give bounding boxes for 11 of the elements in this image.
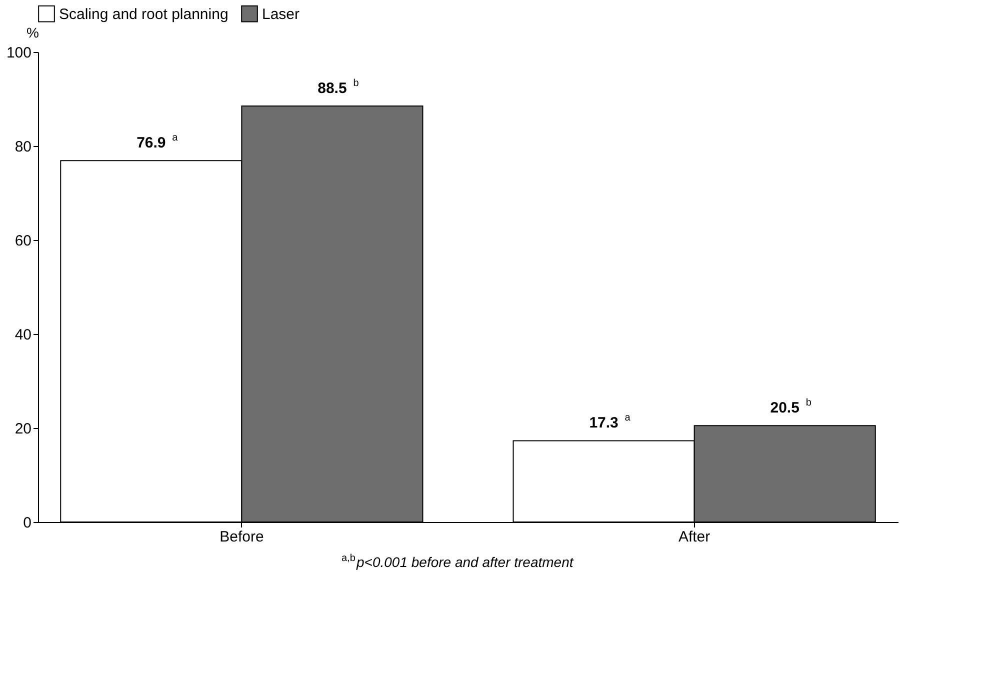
y-tick-label: 0	[23, 514, 32, 532]
legend-label: Scaling and root planning	[59, 6, 228, 23]
x-tick-label: After	[678, 528, 710, 546]
y-tick-label: 20	[14, 420, 32, 438]
legend-label: Laser	[262, 6, 300, 23]
y-tick-label: 60	[14, 232, 32, 250]
y-tick-label: 100	[6, 44, 32, 62]
y-axis-title: %	[26, 24, 39, 40]
x-tick-label: Before	[220, 528, 264, 546]
y-tick-label: 40	[14, 326, 32, 344]
y-tick-label: 80	[14, 138, 32, 156]
